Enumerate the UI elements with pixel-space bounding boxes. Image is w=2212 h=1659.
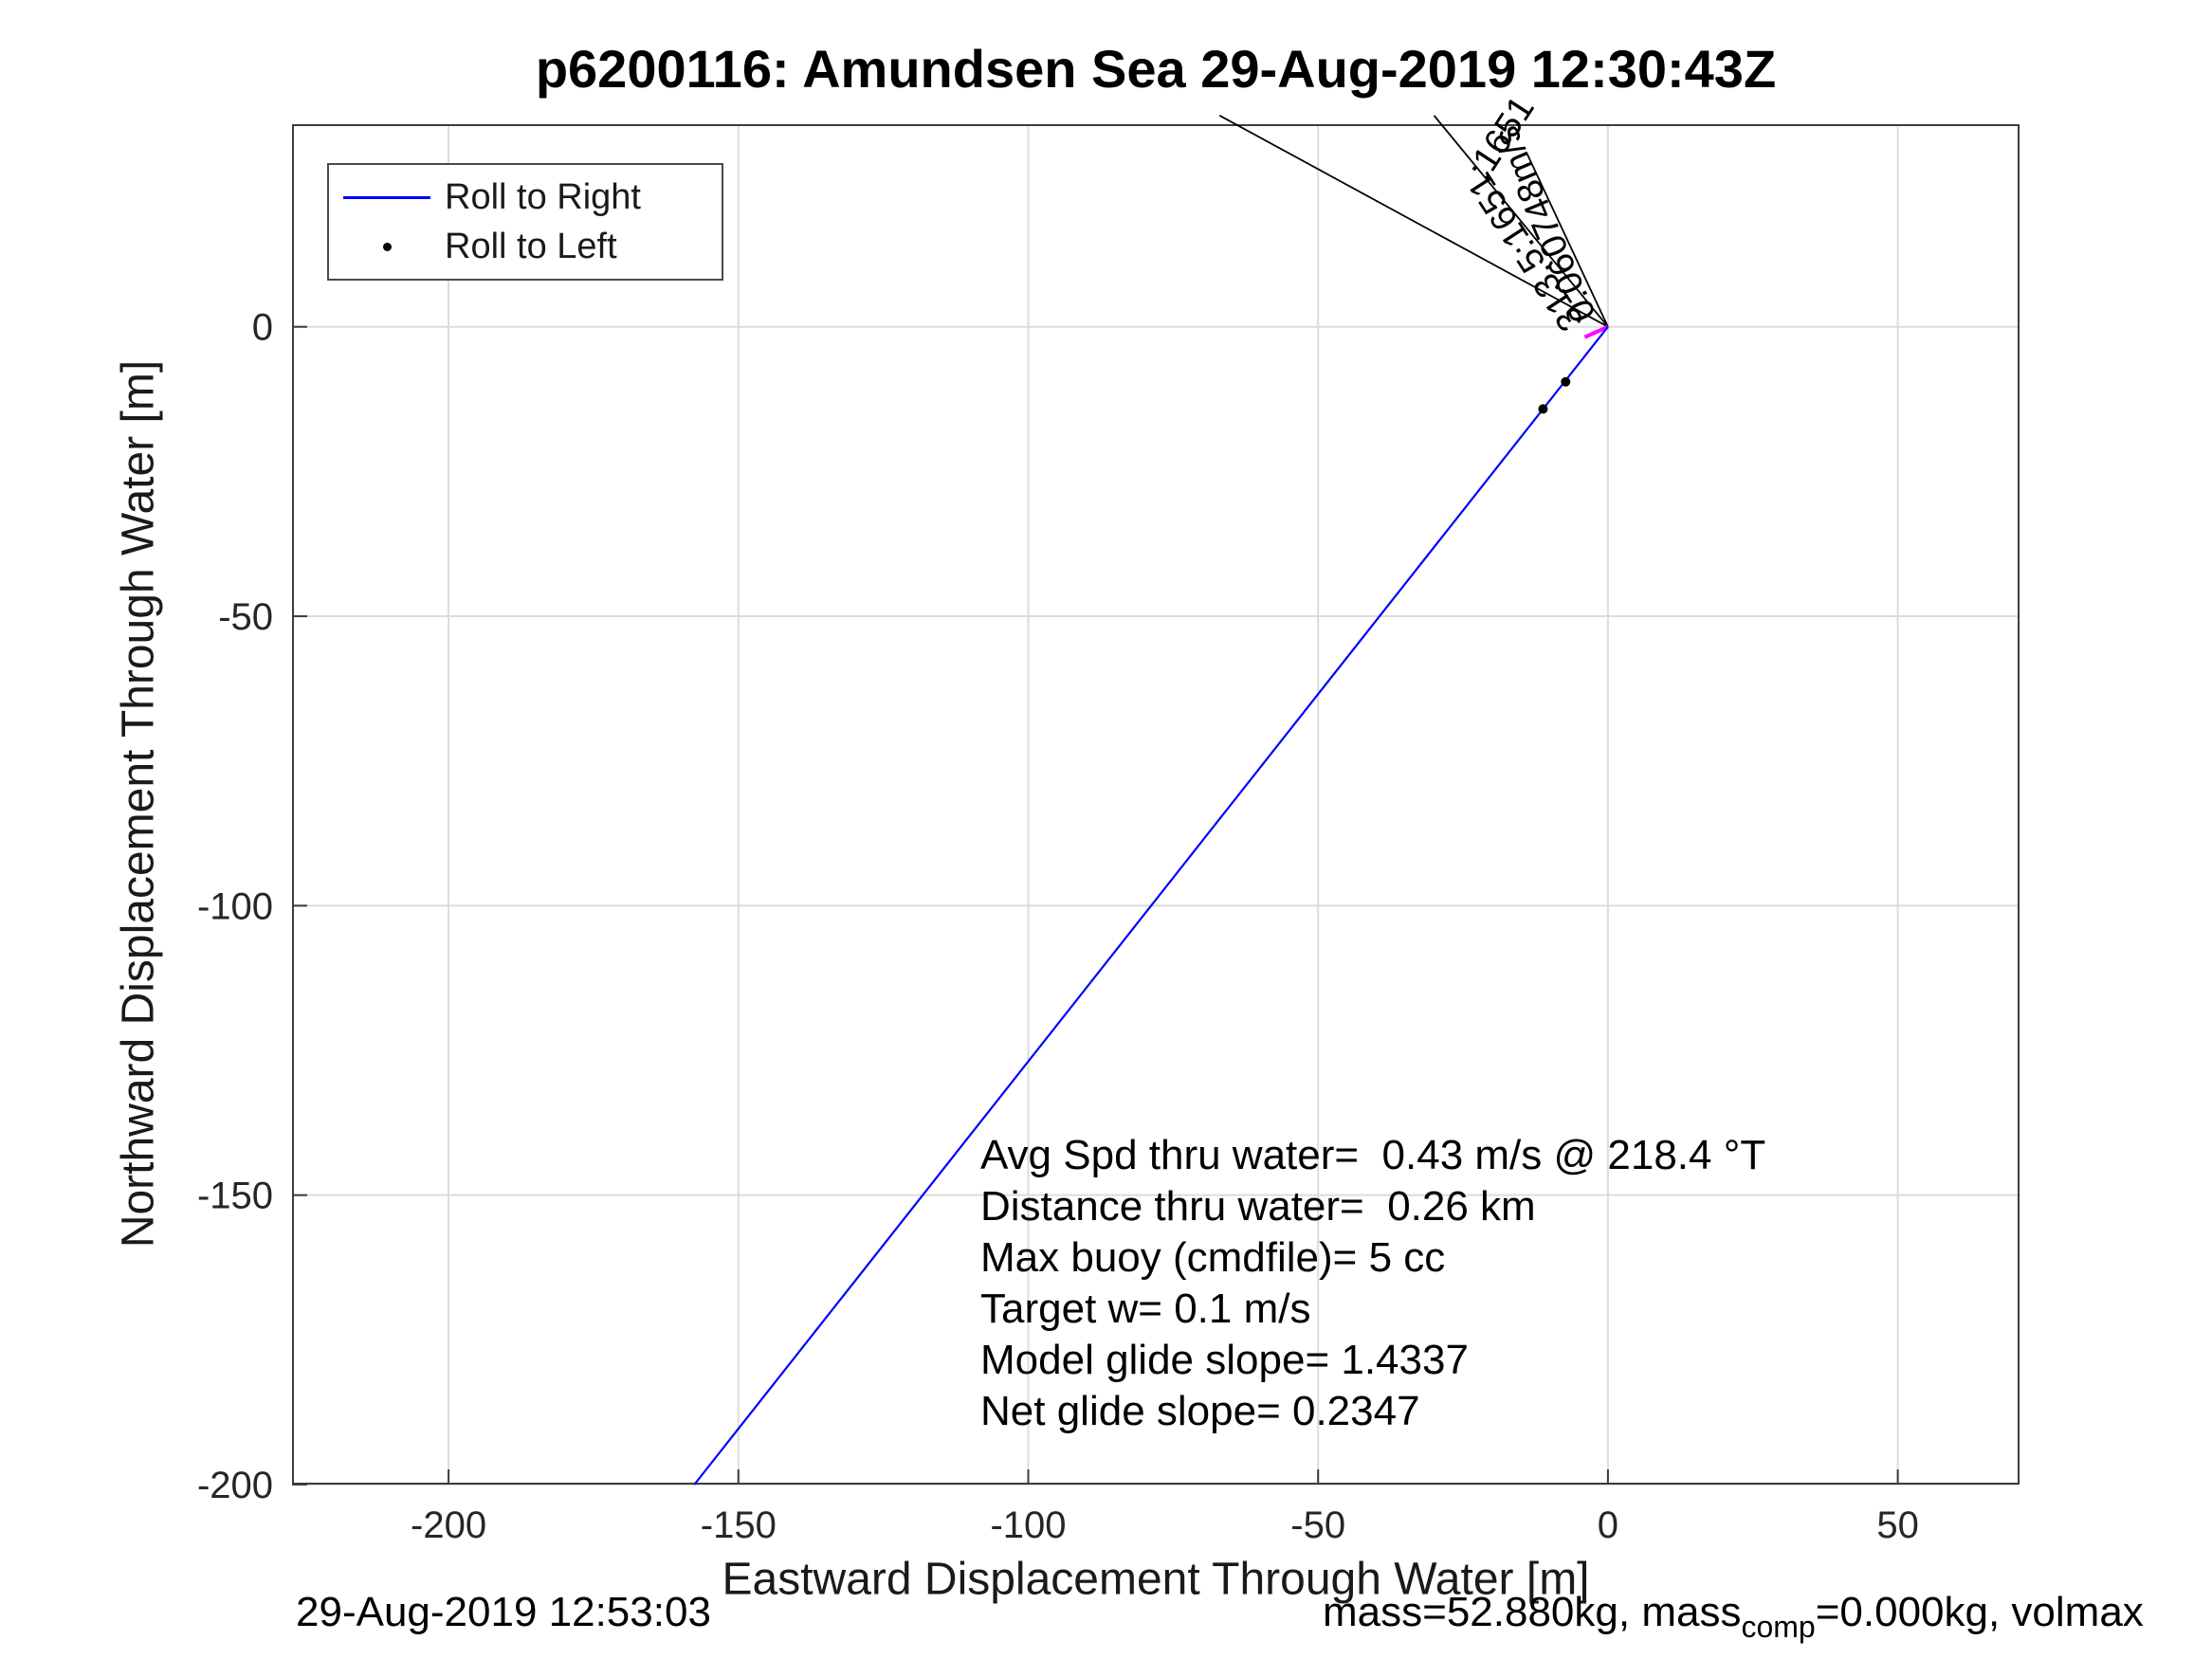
heading-fan-line	[1433, 115, 1609, 328]
roll-left-dot	[1561, 376, 1571, 387]
annotation-model-glide-slope: Model glide slope= 1.4337	[980, 1337, 1469, 1383]
mass-comp-subscript: comp	[1741, 1610, 1816, 1644]
plot-title: p6200116: Amundsen Sea 29-Aug-2019 12:30…	[535, 39, 1777, 99]
annotation-max-buoy: Max buoy (cmdfile)= 5 cc	[980, 1234, 1446, 1281]
legend-dot-swatch	[329, 242, 445, 251]
legend-item-roll-to-right: Roll to Right	[329, 173, 722, 222]
legend: Roll to Right Roll to Left	[327, 163, 723, 281]
x-axis-label: Eastward Displacement Through Water [m]	[722, 1554, 1590, 1605]
mass-text-suffix: =0.000kg, volmax	[1815, 1589, 2144, 1635]
axes-box	[292, 124, 2020, 1485]
y-tick-label: 0	[252, 307, 273, 349]
annotation-target-w: Target w= 0.1 m/s	[980, 1285, 1311, 1332]
plot-area: -200 -150 -100 -50 0 500-50-100-150-2000.0607…	[197, 89, 2020, 1546]
roll-right-track	[693, 326, 1609, 1486]
black-dot-sample	[382, 242, 392, 251]
x-tick-label: 0	[1598, 1504, 1618, 1546]
heading-fan-line	[1526, 153, 1609, 328]
blue-line-sample	[343, 195, 430, 199]
x-tick-label: -150	[701, 1504, 777, 1546]
annotation-avg-speed: Avg Spd thru water= 0.43 m/s @ 218.4 °T	[980, 1132, 1766, 1178]
stats-annotation: Avg Spd thru water= 0.43 m/s @ 218.4 °T …	[980, 1130, 1765, 1437]
annotation-distance: Distance thru water= 0.26 km	[980, 1183, 1536, 1230]
legend-label-roll-to-left: Roll to Left	[445, 226, 617, 266]
legend-line-swatch	[329, 195, 445, 199]
x-tick-label: 50	[1876, 1504, 1919, 1546]
processing-timestamp: 29-Aug-2019 12:53:03	[296, 1589, 711, 1635]
roll-left-dot	[1538, 404, 1548, 414]
y-tick-label: -150	[197, 1176, 273, 1217]
mass-info: mass=52.880kg, masscomp=0.000kg, volmax	[1323, 1589, 2144, 1645]
x-tick-label: -200	[411, 1504, 486, 1546]
legend-item-roll-to-left: Roll to Left	[329, 222, 722, 271]
mass-text-prefix: mass=52.880kg, mass	[1323, 1589, 1742, 1635]
y-tick-label: -100	[197, 885, 273, 927]
y-tick-label: -50	[218, 596, 273, 638]
x-tick-label: -50	[1290, 1504, 1345, 1546]
heading-fan-line	[1218, 115, 1609, 328]
origin-marker	[1583, 324, 1609, 339]
annotation-net-glide-slope: Net glide slope= 0.2347	[980, 1388, 1420, 1434]
x-tick-label: -100	[990, 1504, 1066, 1546]
y-tick-label: -200	[197, 1465, 273, 1506]
y-axis-label: Northward Displacement Through Water [m]	[113, 359, 164, 1249]
legend-label-roll-to-right: Roll to Right	[445, 176, 641, 217]
